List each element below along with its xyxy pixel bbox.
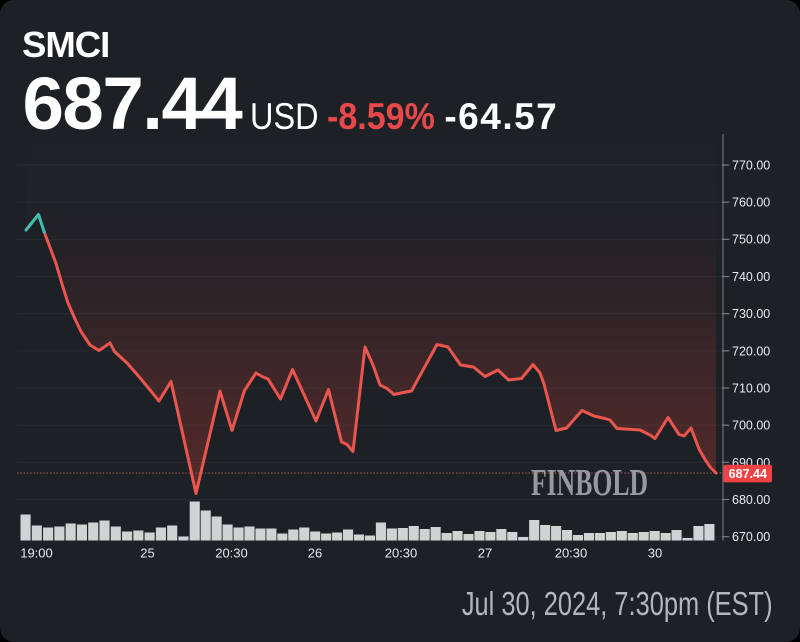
svg-text:30: 30 bbox=[648, 546, 662, 561]
svg-text:19:00: 19:00 bbox=[20, 546, 53, 561]
svg-text:670.00: 670.00 bbox=[732, 530, 770, 544]
svg-text:FINBOLD: FINBOLD bbox=[531, 462, 648, 504]
svg-text:710.00: 710.00 bbox=[732, 381, 770, 395]
svg-text:20:30: 20:30 bbox=[385, 546, 418, 561]
svg-text:26: 26 bbox=[308, 546, 322, 561]
svg-text:730.00: 730.00 bbox=[732, 307, 770, 321]
svg-text:750.00: 750.00 bbox=[732, 233, 770, 247]
svg-text:760.00: 760.00 bbox=[732, 196, 770, 210]
svg-text:770.00: 770.00 bbox=[732, 158, 770, 172]
svg-text:687.44: 687.44 bbox=[729, 467, 767, 481]
svg-text:740.00: 740.00 bbox=[732, 270, 770, 284]
svg-text:27: 27 bbox=[478, 546, 492, 561]
svg-text:20:30: 20:30 bbox=[555, 546, 588, 561]
svg-text:25: 25 bbox=[140, 546, 154, 561]
svg-text:700.00: 700.00 bbox=[732, 419, 770, 433]
svg-text:720.00: 720.00 bbox=[732, 344, 770, 358]
svg-text:20:30: 20:30 bbox=[215, 546, 248, 561]
svg-text:680.00: 680.00 bbox=[732, 493, 770, 507]
